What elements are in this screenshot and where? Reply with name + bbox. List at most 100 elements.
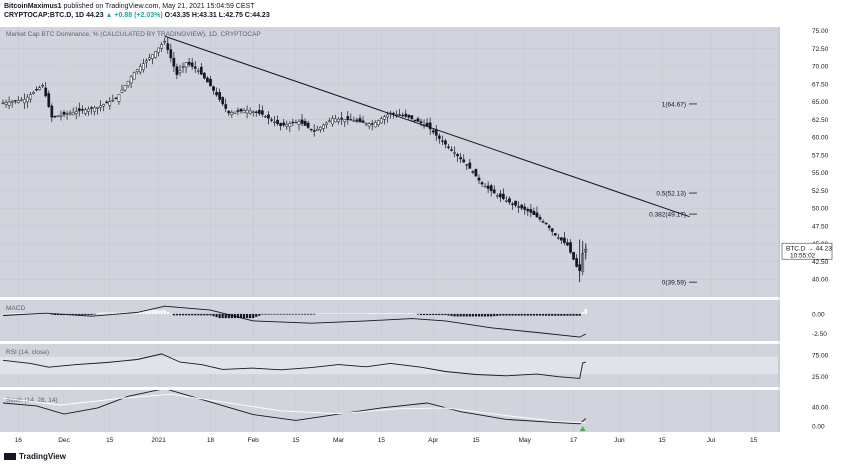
- candle-body: [264, 116, 267, 118]
- candle: [441, 135, 444, 146]
- macd-histogram-bar: [47, 313, 50, 315]
- candle: [245, 105, 249, 119]
- candle: [312, 124, 316, 137]
- candle: [517, 201, 520, 214]
- candle: [379, 116, 383, 124]
- candle: [187, 58, 191, 67]
- candle-body: [566, 242, 569, 246]
- tradingview-chart[interactable]: 40.0042.5045.0047.5050.0052.5055.0057.50…: [0, 24, 850, 448]
- price-axis-tick: 65.00: [812, 99, 829, 106]
- candle: [56, 115, 60, 118]
- candle: [532, 207, 536, 215]
- candle-body: [93, 107, 96, 112]
- macd-histogram-bar: [361, 313, 365, 314]
- macd-histogram-bar: [386, 313, 389, 314]
- macd-histogram-bar: [270, 313, 273, 315]
- candle: [315, 125, 319, 132]
- candle: [209, 75, 212, 87]
- candle: [32, 90, 35, 95]
- candle-body: [261, 110, 264, 115]
- candle-body: [126, 80, 130, 86]
- candle-body: [120, 89, 124, 93]
- macd-histogram-bar: [139, 311, 142, 314]
- author-name[interactable]: BitcoinMaximus1: [4, 3, 62, 10]
- macd-histogram-bar: [175, 313, 179, 316]
- candle-body: [370, 123, 374, 125]
- price-tag-box: [781, 242, 833, 260]
- candle-body: [312, 130, 316, 132]
- candle: [361, 116, 365, 123]
- macd-histogram-bar: [96, 313, 99, 314]
- candle-body: [416, 118, 420, 122]
- candle: [416, 116, 420, 122]
- candle: [80, 105, 84, 114]
- candle: [398, 109, 402, 116]
- candle-body: [132, 72, 136, 80]
- candle: [355, 117, 359, 124]
- candle-body: [77, 108, 81, 112]
- candle-body: [328, 120, 331, 123]
- candle-body: [361, 120, 365, 123]
- macd-histogram-bar: [538, 313, 542, 316]
- macd-histogram-bar: [114, 312, 117, 314]
- candle: [303, 118, 307, 127]
- macd-histogram-bar: [264, 313, 267, 315]
- candle: [535, 206, 539, 218]
- macd-histogram-bar: [465, 313, 468, 317]
- candle-body: [117, 94, 121, 102]
- tradingview-logo[interactable]: TradingView: [4, 452, 66, 461]
- macd-histogram-bar: [239, 313, 243, 319]
- macd-histogram-bar: [14, 313, 17, 314]
- macd-histogram-bar: [401, 313, 404, 314]
- macd-histogram-bar: [429, 313, 432, 316]
- candle: [38, 85, 41, 91]
- macd-histogram-bar: [502, 313, 505, 316]
- macd-histogram-bar: [215, 313, 218, 318]
- candle: [505, 196, 508, 203]
- candle: [93, 105, 96, 116]
- candle-body: [123, 85, 127, 91]
- macd-histogram-bar: [93, 313, 96, 315]
- macd-histogram-bar: [331, 313, 334, 314]
- candle-body: [498, 193, 502, 198]
- rsi-axis-tick: 25.00: [812, 374, 829, 381]
- time-axis-tick: 15: [292, 437, 300, 444]
- candle-body: [50, 105, 54, 118]
- macd-histogram-bar: [148, 310, 151, 314]
- candle: [114, 96, 118, 100]
- candle-body: [419, 121, 423, 124]
- candle-body: [41, 85, 45, 87]
- fib-level-label: 0.382(49.17): [649, 212, 686, 219]
- candle-body: [215, 91, 218, 96]
- macd-histogram-bar: [56, 313, 60, 316]
- price-tag-value: BTC.D → 44.23: [786, 246, 832, 253]
- candle: [419, 118, 423, 127]
- candle: [291, 118, 295, 127]
- time-axis-tick: 15: [750, 437, 758, 444]
- candle: [297, 119, 301, 131]
- candle: [74, 106, 78, 120]
- candle: [285, 120, 289, 130]
- candle-body: [410, 115, 414, 119]
- macd-axis-tick: 0.00: [812, 311, 825, 318]
- stoch-axis-tick: 40.00: [812, 404, 829, 411]
- candle: [96, 106, 99, 115]
- candle: [59, 110, 63, 121]
- candle-body: [386, 114, 389, 118]
- macd-histogram-bar: [29, 313, 32, 314]
- macd-histogram-bar: [316, 313, 319, 315]
- macd-histogram-bar: [541, 313, 545, 316]
- macd-histogram-bar: [53, 313, 56, 316]
- candle-body: [505, 200, 508, 202]
- candle-body: [35, 89, 38, 91]
- macd-histogram-bar: [276, 313, 279, 315]
- macd-histogram-bar: [142, 310, 145, 314]
- candle: [264, 114, 267, 118]
- macd-histogram-bar: [545, 313, 548, 316]
- candle-body: [29, 94, 32, 100]
- candle: [349, 113, 353, 121]
- macd-histogram-bar: [145, 310, 148, 314]
- macd-histogram-bar: [435, 313, 438, 316]
- candle: [514, 200, 517, 208]
- candle: [251, 110, 255, 117]
